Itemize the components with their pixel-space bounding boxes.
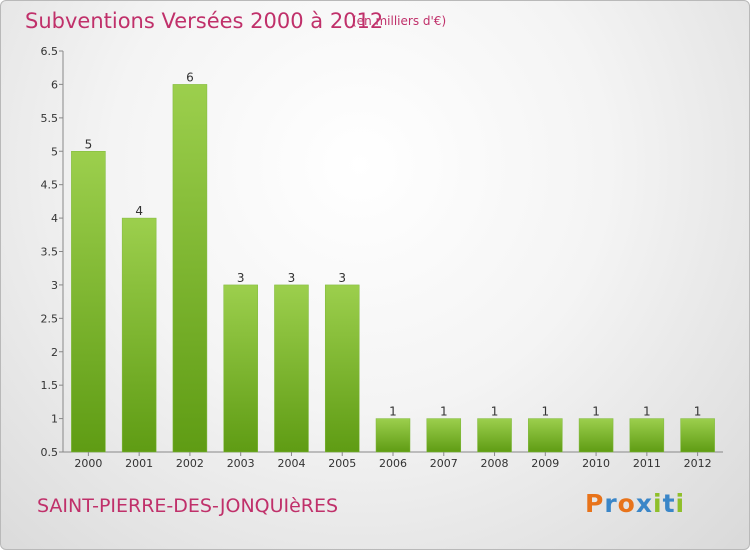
bar-2006 [375, 418, 411, 453]
x-tick-label-2012: 2012 [684, 457, 712, 470]
logo-letter: i [675, 489, 686, 518]
x-tick-label-2002: 2002 [176, 457, 204, 470]
bar-2010 [578, 418, 614, 453]
bar-2011 [629, 418, 665, 453]
bar-2005 [324, 284, 360, 453]
data-label-2010: 1 [592, 405, 600, 419]
x-tick-label-2004: 2004 [277, 457, 305, 470]
data-label-2008: 1 [491, 405, 499, 419]
chart-unit-subtitle: (en milliers d'€) [352, 14, 447, 28]
proxiti-logo: Proxiti [585, 489, 685, 518]
y-tick-label: 1.5 [41, 379, 59, 392]
logo-letter: i [653, 489, 663, 518]
y-tick-label: 4 [51, 212, 58, 225]
data-label-2011: 1 [643, 405, 651, 419]
y-tick-label: 0.5 [41, 446, 59, 459]
x-tick-label-2007: 2007 [430, 457, 458, 470]
bar-2012 [680, 418, 715, 453]
y-tick-label: 6.5 [41, 45, 59, 58]
x-tick-label-2000: 2000 [74, 457, 102, 470]
chart-title: Subventions Versées 2000 à 2012 [25, 9, 384, 33]
bar-2004 [274, 284, 309, 453]
y-tick-label: 2 [51, 346, 58, 359]
x-tick-label-2011: 2011 [633, 457, 661, 470]
data-label-2012: 1 [694, 405, 702, 419]
data-label-2004: 3 [288, 271, 296, 285]
data-label-2005: 3 [338, 271, 346, 285]
data-label-2000: 5 [85, 137, 93, 151]
y-tick-label: 6 [51, 78, 58, 91]
y-tick-label: 4.5 [41, 179, 59, 192]
x-tick-label-2010: 2010 [582, 457, 610, 470]
data-label-2006: 1 [389, 405, 397, 419]
bar-2002 [172, 84, 208, 453]
y-tick-label: 3 [51, 279, 58, 292]
y-tick-label: 2.5 [41, 312, 59, 325]
y-tick-label: 5 [51, 145, 58, 158]
x-tick-label-2008: 2008 [481, 457, 509, 470]
logo-letter: r [604, 489, 618, 518]
x-tick-label-2006: 2006 [379, 457, 407, 470]
logo-letter: o [617, 489, 636, 518]
bar-2000 [71, 151, 106, 453]
data-label-2002: 6 [186, 70, 194, 84]
x-tick-label-2005: 2005 [328, 457, 356, 470]
data-label-2003: 3 [237, 271, 245, 285]
x-tick-label-2001: 2001 [125, 457, 153, 470]
logo-letter: P [585, 489, 605, 518]
bar-2007 [426, 418, 462, 453]
bar-2009 [528, 418, 563, 453]
x-tick-label-2003: 2003 [227, 457, 255, 470]
commune-name: SAINT-PIERRE-DES-JONQUIèRES [37, 495, 339, 517]
bar-2003 [223, 284, 258, 453]
data-label-2001: 4 [135, 204, 143, 218]
data-label-2009: 1 [541, 405, 549, 419]
bar-2001 [121, 217, 157, 453]
logo-letter: x [635, 489, 653, 518]
bar-2008 [477, 418, 512, 453]
y-tick-label: 5.5 [41, 112, 59, 125]
y-tick-label: 1 [51, 413, 58, 426]
x-tick-label-2009: 2009 [531, 457, 559, 470]
y-tick-label: 3.5 [41, 246, 59, 259]
logo-letter: t [662, 489, 676, 518]
data-label-2007: 1 [440, 405, 448, 419]
